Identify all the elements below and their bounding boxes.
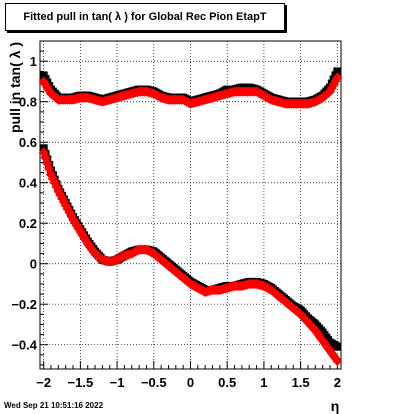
x-axis-label: η <box>331 398 340 414</box>
x-tick-label: −1 <box>110 375 125 390</box>
x-tick-label: −2 <box>36 375 51 390</box>
x-tick-label: 0.5 <box>218 375 236 390</box>
y-tick-label: −0.4 <box>11 338 37 353</box>
x-tick-label: −1.5 <box>68 375 94 390</box>
x-tick-label: 2 <box>334 375 341 390</box>
x-tick-label: −0.5 <box>141 375 167 390</box>
y-tick-label: 0.2 <box>19 216 37 231</box>
x-tick-label: 1 <box>260 375 267 390</box>
y-tick-label: 0.6 <box>19 135 37 150</box>
y-axis-label: pull in tan( λ ) <box>7 42 23 133</box>
data-point <box>333 67 342 76</box>
series-red-diamonds <box>38 72 343 366</box>
x-tick-label: 1.5 <box>292 375 310 390</box>
y-tick-label: 0 <box>30 257 37 272</box>
x-tick-label: 0 <box>187 375 194 390</box>
data-point <box>333 342 342 351</box>
timestamp: Wed Sep 21 10:51:16 2022 <box>4 401 104 410</box>
plot-frame <box>39 40 342 370</box>
y-tick-label: −0.2 <box>11 297 37 312</box>
y-tick-label: 0.4 <box>19 176 38 191</box>
data-point <box>332 355 343 366</box>
y-tick-label: 0.8 <box>19 95 37 110</box>
y-tick-label: 1 <box>30 54 37 69</box>
data-point <box>332 72 343 83</box>
chart-title: Fitted pull in tan( λ ) for Global Rec P… <box>5 3 285 31</box>
